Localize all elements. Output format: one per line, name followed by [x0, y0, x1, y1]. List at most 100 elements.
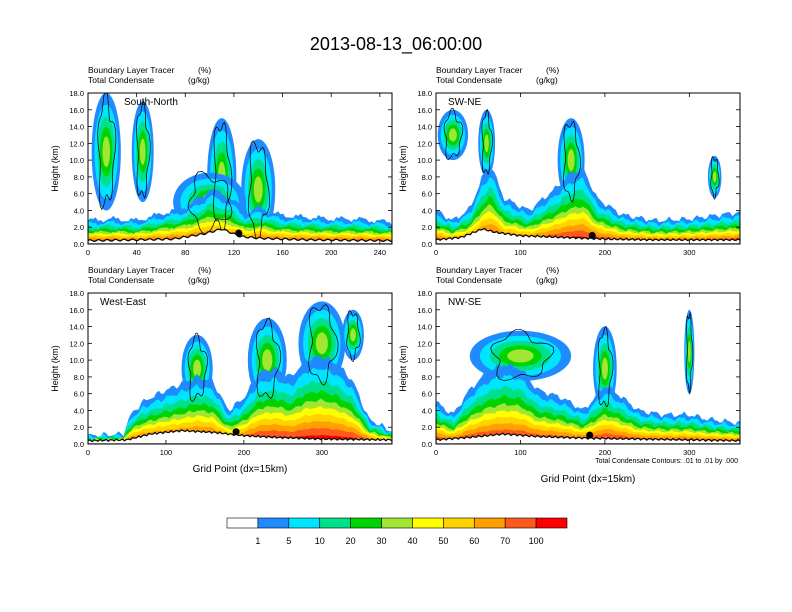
subtitle-condensate: Total Condensate: [436, 275, 502, 285]
y-axis-label: Height (km): [50, 145, 60, 192]
condensate-contour: [97, 93, 117, 211]
x-tick-label: 300: [316, 448, 329, 457]
y-tick-label: 0.0: [74, 440, 84, 449]
location-marker: [586, 431, 594, 439]
y-tick-label: 10.0: [69, 356, 84, 365]
y-tick-label: 6.0: [74, 390, 84, 399]
y-tick-label: 18.0: [417, 89, 432, 98]
y-tick-label: 6.0: [74, 190, 84, 199]
contour-footnote: Total Condensate Contours: .01 to .01 by…: [595, 458, 738, 465]
x-tick-label: 160: [276, 248, 289, 257]
y-tick-label: 6.0: [422, 190, 432, 199]
y-tick-label: 4.0: [422, 206, 432, 215]
x-tick-label: 300: [683, 248, 696, 257]
tracer-blob: [448, 128, 457, 142]
heatmap-field: [88, 93, 392, 244]
heatmap-field: [436, 293, 740, 444]
subtitle-condensate-units: (g/kg): [536, 75, 558, 85]
y-axis-label: Height (km): [50, 345, 60, 392]
subtitle-condensate-units: (g/kg): [536, 275, 558, 285]
figure-title: 2013-08-13_06:00:00: [310, 34, 482, 55]
panel-label: SW-NE: [448, 97, 481, 108]
colorbar-swatch: [319, 517, 351, 529]
y-tick-label: 16.0: [69, 306, 84, 315]
condensate-contour: [443, 107, 464, 161]
y-tick-label: 10.0: [69, 156, 84, 165]
subtitle-condensate-units: (g/kg): [188, 75, 210, 85]
y-tick-label: 4.0: [422, 406, 432, 415]
x-tick-label: 200: [599, 448, 612, 457]
colorbar-label: 100: [529, 536, 544, 546]
terrain: [88, 429, 392, 444]
y-tick-label: 8.0: [74, 173, 84, 182]
location-marker: [232, 428, 240, 436]
colorbar-swatch: [350, 517, 382, 529]
condensate-contour: [308, 304, 339, 386]
x-tick-label: 40: [132, 248, 140, 257]
colorbar-swatch: [226, 517, 259, 529]
x-axis-label: Grid Point (dx=15km): [541, 474, 636, 485]
panel-nw-se: Boundary Layer Tracer (%) Total Condensate…: [398, 265, 741, 485]
tracer-blob: [262, 349, 273, 372]
y-tick-label: 12.0: [69, 139, 84, 148]
y-tick-label: 2.0: [422, 423, 432, 432]
condensate-contour: [255, 317, 282, 399]
plot-frame: [87, 92, 393, 245]
subtitle-tracer-units: (%): [198, 265, 211, 275]
location-marker: [588, 231, 596, 239]
subtitle-tracer-units: (%): [546, 65, 559, 75]
subtitle-tracer-units: (%): [546, 265, 559, 275]
subtitle-tracer: Boundary Layer Tracer: [88, 65, 175, 75]
y-tick-label: 18.0: [417, 289, 432, 298]
panel-sw-ne: Boundary Layer Tracer (%) Total Condensate…: [398, 65, 741, 257]
tracer-blob: [688, 340, 691, 363]
x-tick-label: 240: [374, 248, 387, 257]
tracer-blob: [350, 328, 356, 342]
terrain: [436, 227, 740, 244]
colorbar-label: 30: [377, 536, 387, 546]
colorbar-label: 60: [469, 536, 479, 546]
panel-west-east: Boundary Layer Tracer (%) Total Condensate…: [50, 265, 393, 475]
x-tick-label: 200: [599, 248, 612, 257]
colorbar-swatch: [473, 517, 506, 529]
x-tick-label: 120: [228, 248, 241, 257]
terrain: [88, 228, 392, 244]
y-tick-label: 12.0: [417, 139, 432, 148]
colorbar-swatch: [288, 517, 321, 529]
subtitle-condensate: Total Condensate: [436, 75, 502, 85]
y-tick-label: 4.0: [74, 206, 84, 215]
condensate-contour: [481, 108, 493, 175]
condensate-contour: [686, 311, 694, 395]
plot-frame: [435, 292, 741, 445]
y-tick-label: 0.0: [74, 240, 84, 249]
tracer-blob: [712, 171, 717, 183]
y-tick-label: 18.0: [69, 289, 84, 298]
colorbar-swatch: [504, 517, 537, 529]
y-tick-label: 2.0: [74, 423, 84, 432]
condensate-contour: [710, 156, 720, 200]
condensate-contour: [213, 121, 233, 237]
x-tick-label: 100: [514, 448, 527, 457]
y-tick-label: 0.0: [422, 240, 432, 249]
y-tick-label: 14.0: [69, 323, 84, 332]
y-tick-label: 10.0: [417, 156, 432, 165]
panel-label: South-North: [124, 97, 178, 108]
tracer-blob: [102, 136, 111, 167]
plot-frame: [435, 92, 741, 245]
x-tick-label: 200: [325, 248, 338, 257]
y-tick-label: 16.0: [417, 306, 432, 315]
colorbar-label: 5: [286, 536, 291, 546]
y-tick-label: 8.0: [422, 173, 432, 182]
y-tick-label: 0.0: [422, 440, 432, 449]
y-tick-label: 4.0: [74, 406, 84, 415]
colorbar-label: 20: [346, 536, 356, 546]
colorbar-swatch: [443, 517, 475, 529]
y-axis-label: Height (km): [398, 345, 408, 392]
colorbar-swatch: [381, 517, 413, 529]
condensate-contour: [597, 325, 614, 408]
x-tick-label: 100: [514, 248, 527, 257]
panel-label: West-East: [100, 297, 146, 308]
heatmap-field: [88, 293, 392, 444]
colorbar-label: 1: [255, 536, 260, 546]
